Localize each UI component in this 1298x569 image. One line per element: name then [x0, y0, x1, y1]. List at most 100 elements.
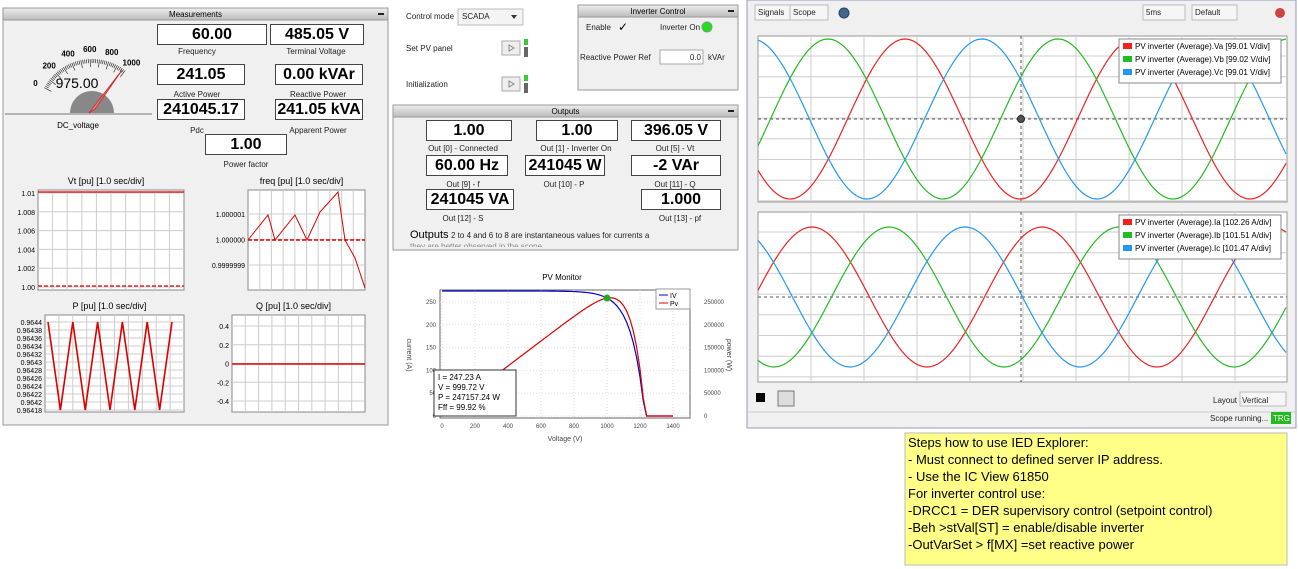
gauge-tick — [105, 60, 108, 66]
label: Reactive Power Ref — [580, 53, 651, 62]
play-icon — [508, 80, 515, 88]
gauge-tick — [55, 72, 62, 80]
checkbox[interactable]: ✓ — [618, 20, 629, 34]
gauge-tick — [61, 68, 65, 72]
value-box: 1.00 — [536, 120, 618, 141]
select-value[interactable]: Vertical — [1242, 396, 1269, 405]
x-tick-label: 600 — [536, 424, 547, 430]
plot-title: Vt [pu] [1.0 sec/div] — [68, 176, 145, 186]
y-tick-label: 1.004 — [17, 247, 35, 254]
legend-label: PV inverter (Average).Ib [101.51 A/div] — [1135, 231, 1271, 240]
x-tick-label: 200 — [470, 424, 481, 430]
trace — [247, 190, 366, 289]
y-tick-label: 1.000000 — [216, 238, 245, 245]
gauge-tick — [118, 67, 121, 71]
gauge-tick-label: 800 — [105, 48, 119, 57]
play-icon — [508, 44, 515, 52]
gauge-tick — [54, 73, 58, 78]
gauge-label: DC_voltage — [57, 121, 99, 130]
note-line: -OutVarSet > f[MX] =set reactive power — [908, 537, 1134, 552]
value-box: 1.00 — [426, 120, 512, 141]
gauge-tick-label: 400 — [61, 50, 75, 59]
legend-label: PV inverter (Average).Ia [102.26 A/div] — [1135, 218, 1271, 227]
gauge-tick — [98, 59, 100, 68]
select — [457, 8, 524, 26]
y-tick-label: 50 — [429, 391, 436, 397]
y-tick-label: 0.96438 — [17, 328, 42, 335]
toolbar-label[interactable]: Default — [1195, 8, 1221, 17]
legend-swatch — [1123, 56, 1132, 62]
y-tick-label: -0.4 — [217, 399, 229, 406]
cursor-dot — [1017, 115, 1025, 123]
legend — [1118, 38, 1282, 84]
field-label: Active Power — [173, 90, 221, 99]
gauge-tick — [57, 71, 61, 75]
toolbar-label[interactable]: 5ms — [1146, 8, 1162, 17]
gauge-tick — [82, 59, 84, 64]
gauge-tick — [59, 69, 63, 73]
y-tick-label: 0.96422 — [17, 392, 42, 399]
toolbar-button — [1142, 4, 1186, 21]
gauge-tick — [100, 59, 102, 64]
gauge-tick — [113, 65, 118, 73]
y-tick-label: 0.96418 — [17, 408, 42, 415]
y-tick-label: -0.2 — [217, 380, 229, 387]
panel-close — [728, 10, 734, 12]
y2-tick-label: 0 — [704, 414, 708, 420]
output-label: Out [5] - Vt — [655, 144, 695, 153]
input — [659, 49, 704, 65]
y-tick-label: 0.9999999 — [212, 263, 245, 270]
panel-title-bar — [392, 104, 739, 118]
label: kVAr — [708, 53, 725, 62]
arrow — [511, 15, 517, 19]
gauge-tick — [44, 87, 52, 92]
field-label: Pdc — [190, 126, 204, 135]
toolbar-label[interactable]: Scope — [793, 8, 816, 17]
legend-label: PV inverter (Average).Vb [99.02 V/div] — [1135, 55, 1270, 64]
field-label: Frequency — [178, 47, 216, 56]
field-label: Apparent Power — [289, 126, 347, 135]
value-box: 1.000 — [641, 189, 721, 210]
output-label: Out [10] - P — [543, 180, 585, 189]
gauge-tick — [105, 61, 110, 70]
waveform — [757, 38, 1287, 200]
select-value[interactable]: SCADA — [462, 12, 490, 21]
y2-tick-label: 250000 — [704, 300, 725, 306]
output-label: Out [11] - Q — [654, 180, 696, 189]
gauge-tick-label: 1000 — [123, 59, 141, 68]
y-tick-label: 0.4 — [219, 324, 229, 331]
gauge-tick — [103, 60, 106, 65]
chart-button — [777, 390, 795, 407]
x-tick-label: 1400 — [666, 424, 680, 430]
note-line: -DRCC1 = DER supervisory control (setpoi… — [908, 503, 1213, 518]
plot-title: Q [pu] [1.0 sec/div] — [256, 301, 331, 311]
note-title: Outputs — [410, 229, 449, 241]
x-tick-label: 1200 — [633, 424, 647, 430]
value-box: 0.00 kVAr — [275, 64, 363, 85]
select — [1239, 391, 1287, 407]
toolbar-label[interactable]: Signals — [758, 8, 785, 17]
x-tick-label: 400 — [503, 424, 514, 430]
legend-swatch — [1123, 219, 1132, 225]
y-tick-label: 1.00 — [21, 285, 35, 292]
gauge-tick — [74, 61, 77, 66]
button — [501, 76, 521, 92]
gauge-tick — [110, 62, 113, 67]
gauge-tick — [73, 62, 76, 67]
note-line: For inverter control use: — [908, 486, 1046, 501]
note-line: - Use the IC View 61850 — [908, 469, 1049, 484]
legend-swatch — [1123, 232, 1132, 238]
input-value[interactable]: 0.0 — [689, 53, 701, 62]
gauge-tick — [121, 69, 125, 73]
x-axis-label: Voltage (V) — [548, 436, 583, 443]
panel-title: Outputs — [551, 107, 579, 116]
y-tick-label: 0.96436 — [17, 336, 42, 343]
y-tick-label: 250 — [426, 300, 437, 306]
value-box: 60.00 — [157, 24, 267, 45]
gauge-tick — [108, 62, 111, 67]
y-tick-label: 100 — [426, 368, 437, 374]
value-box: -2 VAr — [631, 155, 721, 176]
legend-swatch — [1123, 69, 1132, 75]
gauge-tick — [48, 80, 52, 84]
